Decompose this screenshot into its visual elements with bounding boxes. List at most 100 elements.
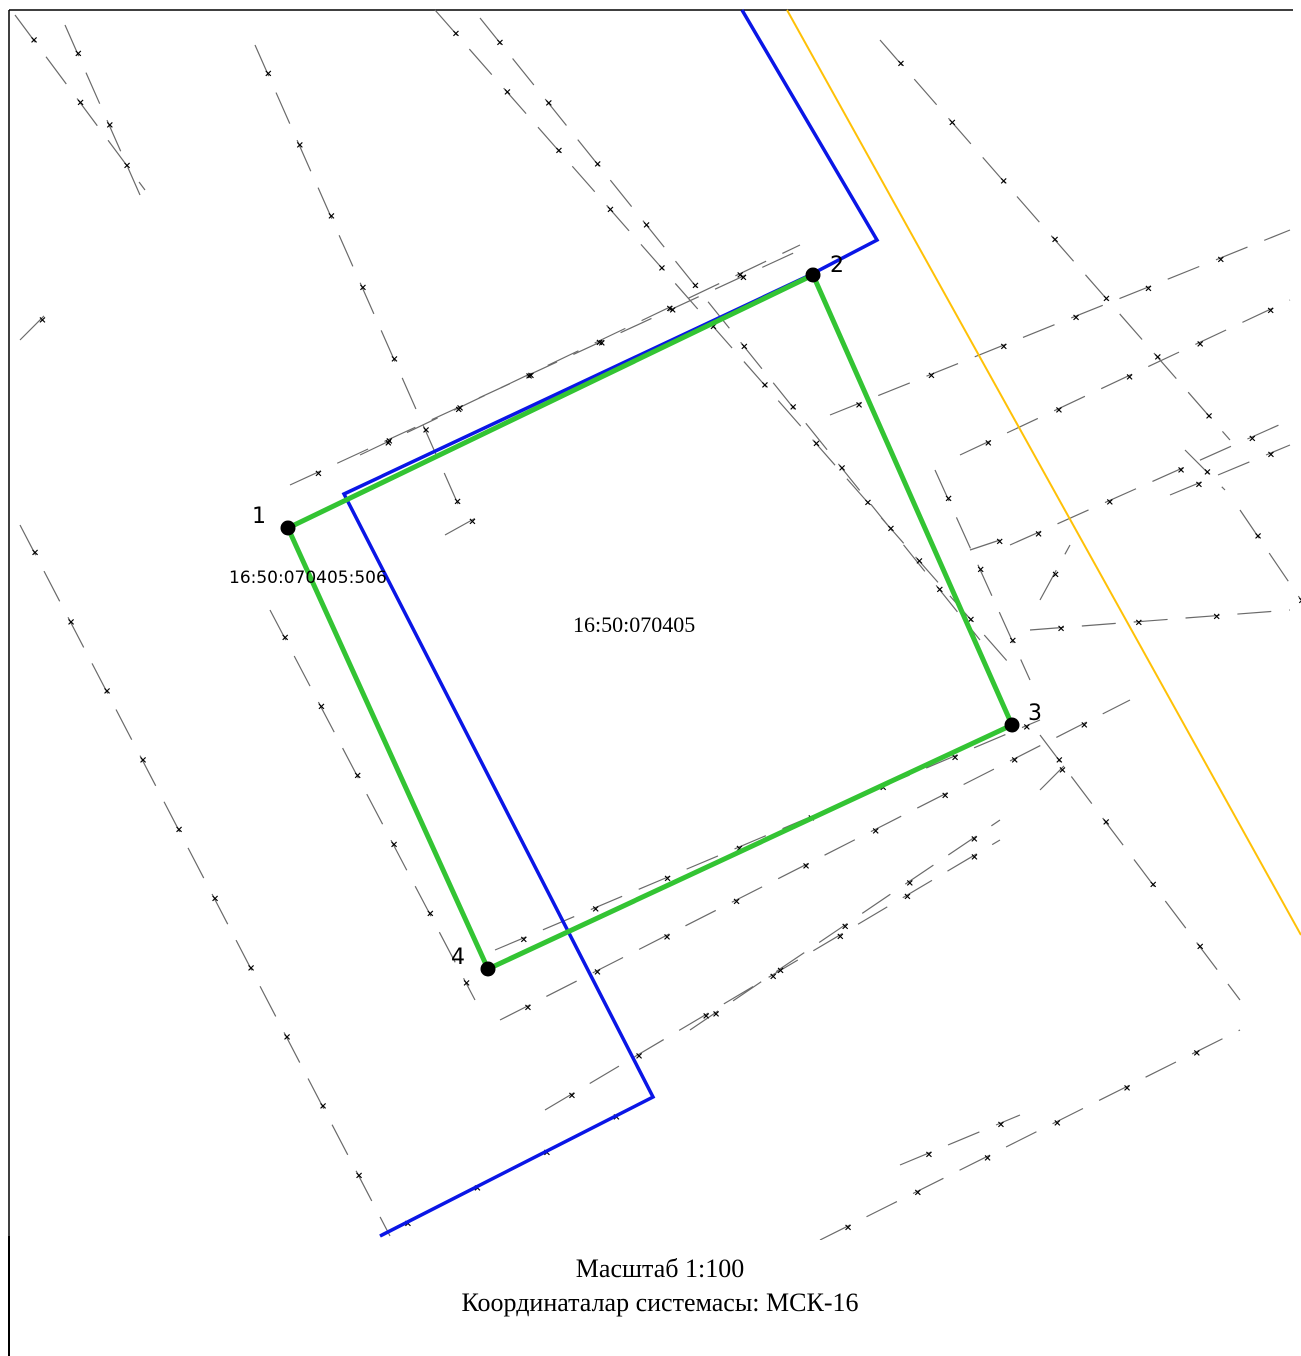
dash-marker: × bbox=[997, 1119, 1005, 1130]
dash-marker: × bbox=[1106, 497, 1114, 508]
dash-marker: × bbox=[1205, 411, 1213, 422]
dash-marker: × bbox=[1154, 352, 1162, 363]
cadastral-dash-line bbox=[1039, 544, 1071, 601]
dash-marker: × bbox=[983, 1153, 991, 1164]
dash-marker: × bbox=[612, 1112, 620, 1123]
frame-left-rule bbox=[8, 1236, 10, 1356]
dash-marker: × bbox=[1217, 254, 1225, 265]
dash-marker: × bbox=[390, 354, 398, 365]
dash-marker: × bbox=[1248, 433, 1256, 444]
vertex-point bbox=[480, 961, 496, 977]
cadastral-dash-line bbox=[499, 699, 1131, 1021]
dash-marker: × bbox=[951, 752, 959, 763]
vertex-label-4: 4 bbox=[451, 945, 465, 970]
dash-marker: × bbox=[404, 1218, 412, 1229]
dash-marker: × bbox=[527, 371, 535, 382]
dash-marker: × bbox=[841, 922, 849, 933]
dash-marker: × bbox=[1057, 624, 1065, 635]
dash-marker: × bbox=[864, 497, 872, 508]
dash-marker: × bbox=[666, 304, 674, 315]
dash-marker: × bbox=[426, 909, 434, 920]
dash-marker: × bbox=[359, 282, 367, 293]
vertex-label-3: 3 bbox=[1028, 701, 1042, 726]
dash-marker: × bbox=[967, 614, 975, 625]
dash-marker: × bbox=[836, 931, 844, 942]
dash-marker: × bbox=[296, 140, 304, 151]
dash-marker: × bbox=[642, 220, 650, 231]
dash-marker: × bbox=[281, 633, 289, 644]
dash-marker: × bbox=[454, 404, 462, 415]
dash-marker: × bbox=[1053, 1118, 1061, 1129]
dash-marker: × bbox=[709, 321, 717, 332]
dash-marker: × bbox=[1058, 765, 1066, 776]
dash-marker: × bbox=[355, 1170, 363, 1181]
dash-marker: × bbox=[598, 338, 606, 349]
dash-marker: × bbox=[31, 548, 39, 559]
dash-marker: × bbox=[525, 371, 533, 382]
dash-marker: × bbox=[1267, 449, 1275, 460]
cadastral-dash-line bbox=[899, 1114, 1021, 1166]
dash-marker: × bbox=[1203, 467, 1211, 478]
cadastral-dash-line bbox=[434, 9, 1016, 671]
map-area: × × × × × × × × × × × × × × × × × × × × × × × × × × × × × × × × × × × × × × × ×… bbox=[8, 9, 1301, 1240]
dash-marker: × bbox=[914, 1188, 922, 1199]
dash-marker: × bbox=[769, 971, 777, 982]
dash-marker: × bbox=[247, 963, 255, 974]
cadastral-dash-line bbox=[64, 24, 141, 196]
dash-marker: × bbox=[76, 98, 84, 109]
cadastral-dash-line bbox=[544, 839, 1001, 1111]
cadastral-dash-line bbox=[1184, 449, 1226, 491]
vertex-point bbox=[280, 520, 296, 536]
map-frame-border bbox=[8, 9, 1293, 1240]
dash-marker: × bbox=[1009, 635, 1017, 646]
cadastral-dash-line bbox=[269, 609, 476, 1001]
parcel-number-label: 16:50:070405:506 bbox=[229, 568, 387, 588]
vertex-label-2: 2 bbox=[830, 253, 844, 278]
cadastral-dash-line bbox=[14, 14, 146, 191]
cadastral-dash-line bbox=[479, 17, 981, 641]
dash-marker: × bbox=[384, 438, 392, 449]
cadastral-dash-line bbox=[494, 719, 1041, 951]
vertex-points bbox=[280, 267, 1020, 977]
dash-marker: × bbox=[422, 425, 430, 436]
dash-marker: × bbox=[390, 840, 398, 851]
dash-marker: × bbox=[977, 564, 985, 575]
dash-marker: × bbox=[1102, 293, 1110, 304]
dash-marker: × bbox=[594, 159, 602, 170]
dash-marker: × bbox=[524, 1002, 532, 1013]
dash-marker: × bbox=[735, 843, 743, 854]
dash-marker: × bbox=[1298, 595, 1301, 606]
dash-marker: × bbox=[663, 932, 671, 943]
map-canvas: × × × × × × × × × × × × × × × × × × × × × × × × × × × × × × × × × × × × × × × ×… bbox=[8, 9, 1301, 1240]
vertex-point bbox=[805, 267, 821, 283]
dash-markers-layer: × × × × × × × × × × × × × × × × × × × × × × × × × × × × × × × × × × × × × × × ×… bbox=[30, 29, 1301, 1234]
dash-marker: × bbox=[871, 826, 879, 837]
dash-marker: × bbox=[1196, 339, 1204, 350]
dash-marker: × bbox=[668, 305, 676, 316]
dash-marker: × bbox=[595, 337, 603, 348]
dash-marker: × bbox=[555, 146, 563, 157]
dash-marker: × bbox=[1123, 1083, 1131, 1094]
dash-marker: × bbox=[1212, 612, 1220, 623]
dash-marker: × bbox=[1193, 1048, 1201, 1059]
cadastral-dash-line bbox=[1029, 609, 1291, 631]
dash-marker: × bbox=[606, 204, 614, 215]
cadastral-dash-line bbox=[444, 509, 491, 536]
dash-marker: × bbox=[74, 48, 82, 59]
dash-marker: × bbox=[568, 1091, 576, 1102]
block-number-label: 16:50:070405 bbox=[573, 612, 695, 637]
dash-marker: × bbox=[887, 524, 895, 535]
dash-marker: × bbox=[1267, 306, 1275, 317]
dash-marker: × bbox=[520, 934, 528, 945]
dash-marker: × bbox=[319, 1101, 327, 1112]
dash-marker: × bbox=[1125, 372, 1133, 383]
dash-marker: × bbox=[691, 281, 699, 292]
cadastral-dash-line bbox=[819, 1029, 1241, 1240]
coordinate-system-text: Координаталар системасы: МСК-16 bbox=[461, 1288, 859, 1317]
dash-marker: × bbox=[970, 834, 978, 845]
dash-marker: × bbox=[283, 1032, 291, 1043]
dash-marker: × bbox=[776, 965, 784, 976]
dash-marker: × bbox=[838, 463, 846, 474]
dash-marker: × bbox=[925, 1149, 933, 1160]
dash-marker: × bbox=[468, 516, 476, 527]
